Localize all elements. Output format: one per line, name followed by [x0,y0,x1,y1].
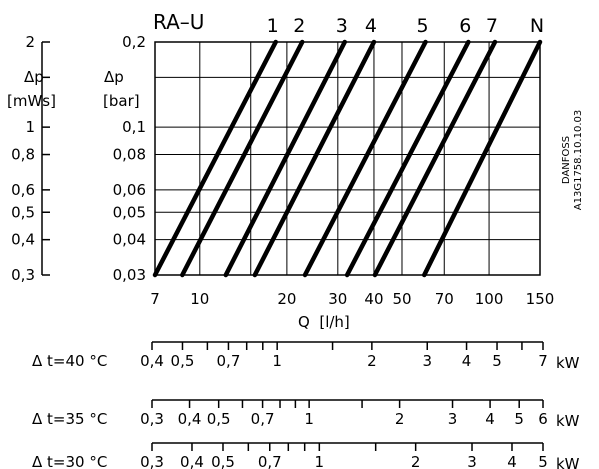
curve-label-5: 5 [416,15,428,37]
axes: 7 10 20 30 40 50 70 100 150 0,03 0,04 0,05 0,06 0,08 0… [7,33,554,308]
power-scale-tick-label: 0,4 [180,453,204,469]
curve-label-3: 3 [336,15,348,37]
curve-label-7: 7 [486,15,498,37]
x-axis-title: Q [l/h] [298,313,350,331]
y-axis-title: Δp [104,68,124,86]
power-scales: Δ t=40 °C 0,4 0,5 0,7 1 2 3 4 5 7 kW Δ t=35 °C 0,3 0,… [32,341,580,469]
y-tick-label: 0,04 [113,231,146,249]
y-tick-label: 0,05 [113,203,146,221]
power-scale-tick-label: 0,3 [140,410,164,428]
y-axis-unit: [bar] [103,92,140,110]
y2-tick-label: 0,3 [11,266,35,284]
y2-axis-title: Δp [24,68,44,86]
curve-3 [223,39,347,278]
curve-7 [372,39,498,278]
power-scale-tick-label: 0,3 [140,453,164,469]
power-scale-unit: kW [556,455,580,469]
curve-2 [180,39,305,278]
curve-label-N: N [530,15,544,37]
x-tick-label: 7 [150,290,160,308]
curve-4 [252,39,377,278]
power-scale-tick-label: 5 [538,453,548,469]
power-scale-tick-label: 0,7 [258,453,282,469]
power-scale-label: Δ t=40 °C [32,352,107,370]
power-scale-tick-label: 2 [395,410,405,428]
y2-axis-unit: [mWs] [7,92,56,110]
x-tick-label: 10 [190,290,209,308]
power-scale-tick-label: 4 [485,410,495,428]
power-scale-tick-label: 4 [462,352,472,370]
power-scale-label: Δ t=35 °C [32,410,107,428]
y2-tick-label: 0,4 [11,231,35,249]
power-scale-label: Δ t=30 °C [32,453,107,469]
curve-5 [302,39,428,278]
power-scale-tick-label: 2 [411,453,421,469]
power-scale-tick-label: 0,7 [251,410,275,428]
x-tick-label: 150 [526,290,555,308]
x-tick-label: 100 [475,290,504,308]
power-scale-tick-label: 0,5 [207,410,231,428]
curve-label-2: 2 [293,15,305,37]
power-scale-tick-label: 3 [467,453,477,469]
power-scale-tick-label: 6 [538,410,548,428]
x-tick-label: 50 [392,290,411,308]
power-scale-tick-label: 2 [367,352,377,370]
power-scale-unit: kW [556,354,580,372]
x-tick-label: 20 [277,290,296,308]
power-scale-tick-label: 5 [492,352,502,370]
y-tick-label: 0,08 [113,146,146,164]
power-scale-tick-label: 7 [538,352,548,370]
power-scale-tick-label: 1 [272,352,282,370]
curve-label-6: 6 [459,15,471,37]
x-tick-label: 30 [328,290,347,308]
y2-tick-label: 1 [25,118,35,136]
document-code: DANFOSS A13G1758.10.10.03 [561,110,584,210]
power-scale-tick-label: 3 [422,352,432,370]
brand-text: DANFOSS [561,136,572,184]
power-scale-tick-label: 0,4 [178,410,202,428]
curve-1 [152,39,278,278]
power-scale-tick-label: 0,4 [140,352,164,370]
power-scale-tick-label: 1 [304,410,314,428]
y2-tick-label: 0,5 [11,203,35,221]
curve-N [422,39,543,278]
x-tick-label: 70 [435,290,454,308]
y2-tick-label: 0,8 [11,146,35,164]
power-scale-tick-label: 0,5 [211,453,235,469]
y-tick-label: 0,03 [113,266,146,284]
y-tick-label: 0,06 [113,181,146,199]
curve-6 [344,39,471,278]
power-scale-tick-label: 1 [315,453,325,469]
drawing-number: A13G1758.10.10.03 [573,110,584,210]
y-tick-label: 0,2 [122,33,146,51]
power-scale-unit: kW [556,412,580,430]
y2-tick-label: 2 [25,33,35,51]
power-scale-tick-label: 0,5 [171,352,195,370]
chart-title: RA–U [153,10,204,34]
power-scale-tick-label: 5 [514,410,524,428]
power-scale-tick-label: 3 [448,410,458,428]
x-tick-label: 40 [364,290,383,308]
y2-tick-label: 0,6 [11,181,35,199]
power-scale-tick-label: 0,7 [217,352,241,370]
y-tick-label: 0,1 [122,118,146,136]
curve-label-1: 1 [267,15,279,37]
curve-label-4: 4 [365,15,377,37]
power-scale-tick-label: 4 [507,453,517,469]
